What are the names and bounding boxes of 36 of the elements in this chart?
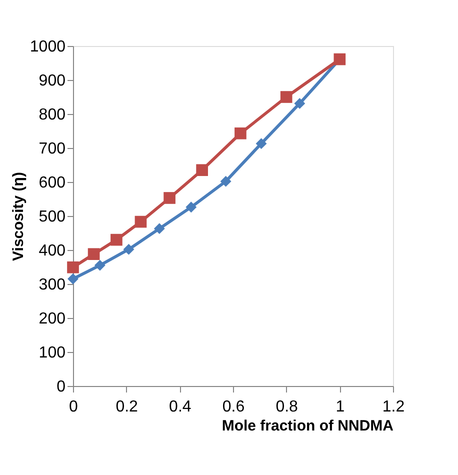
x-axis-title: Mole fraction of NNDMA [222,418,394,434]
point [256,138,267,150]
x-tick-label: 1.2 [382,398,405,416]
y-tick-label: 300 [38,276,66,294]
point [154,223,165,234]
point [220,176,232,187]
y-tick-label: 900 [38,72,66,90]
y-tick-label: 400 [38,242,66,260]
point [123,244,134,255]
x-tick-label: 0 [69,398,78,416]
x-tick-label: 0.2 [116,398,138,416]
x-tick-label: 0.8 [276,398,298,416]
y-tick-label: 100 [38,344,66,362]
point [280,91,292,103]
point [134,216,147,228]
point [110,234,122,246]
y-axis-title: Viscosity (η) [10,172,27,261]
x-tick-label: 1 [336,398,345,416]
point [67,261,79,274]
point [294,98,306,109]
y-tick-label: 1000 [30,38,66,56]
x-tick-label: 0.6 [222,398,245,416]
point [68,273,78,284]
y-tick-label: 600 [38,174,66,192]
point [234,127,246,140]
point [88,248,100,260]
y-tick-label: 500 [38,208,66,226]
point [164,192,176,204]
y-tick-label: 700 [38,140,66,158]
point [94,260,106,271]
point [186,202,197,213]
y-tick-label: 200 [38,310,66,328]
point [196,164,208,176]
y-tick-label: 0 [56,378,66,396]
x-tick-label: 0.4 [169,398,192,416]
y-tick-label: 800 [38,106,66,124]
